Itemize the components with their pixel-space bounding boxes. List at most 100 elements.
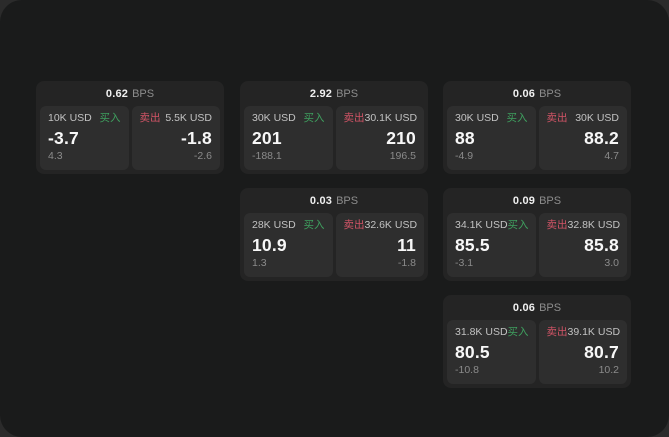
buy-top-row: 10K USD 买入	[48, 112, 121, 125]
buy-side-label: 买入	[507, 326, 529, 338]
buy-notional-label: 30K USD	[252, 112, 296, 124]
bps-header: 0.06 BPS	[443, 295, 631, 320]
sell-delta-value: 196.5	[389, 150, 416, 162]
buy-delta-value: 1.3	[252, 257, 267, 269]
buy-panel[interactable]: 30K USD 买入 201 -188.1	[244, 106, 333, 170]
bps-value: 0.06	[512, 87, 536, 100]
sell-panel[interactable]: 卖出 32.6K USD 11 -1.8	[335, 213, 424, 277]
sell-price-value: 80.7	[584, 342, 619, 362]
buy-top-row: 30K USD 买入	[252, 112, 325, 125]
sell-price-value: -1.8	[181, 128, 212, 148]
sell-delta-value: 3.0	[604, 257, 619, 269]
bps-value: 0.03	[309, 194, 333, 207]
bps-header: 0.62 BPS	[36, 81, 224, 106]
buy-top-row: 28K USD 买入	[252, 219, 325, 232]
sell-top-row: 卖出 39.1K USD	[546, 326, 621, 339]
buy-price-value: 201	[252, 128, 282, 148]
sell-panel[interactable]: 卖出 30.1K USD 210 196.5	[335, 106, 424, 170]
bps-unit-label: BPS	[336, 194, 359, 207]
buy-delta-value: -3.1	[455, 257, 474, 269]
buy-notional-label: 30K USD	[455, 112, 499, 124]
sell-price-value: 88.2	[584, 128, 619, 148]
sell-side-label: 卖出	[139, 112, 161, 124]
sell-side-label: 卖出	[546, 112, 568, 124]
buy-side-label: 买入	[99, 112, 121, 124]
sell-panel[interactable]: 卖出 5.5K USD -1.8 -2.6	[131, 106, 220, 170]
quote-card: 2.92 BPS 30K USD 买入 201 -188.1 卖出 30.1K …	[240, 81, 428, 174]
buy-panel[interactable]: 31.8K USD 买入 80.5 -10.8	[447, 320, 536, 384]
sell-panel[interactable]: 卖出 32.8K USD 85.8 3.0	[538, 213, 627, 277]
bps-unit-label: BPS	[539, 194, 562, 207]
quote-panels: 30K USD 买入 201 -188.1 卖出 30.1K USD 210 1…	[240, 106, 428, 170]
sell-delta-value: -2.6	[193, 150, 212, 162]
sell-notional-label: 30.1K USD	[364, 112, 418, 124]
bps-unit-label: BPS	[539, 301, 562, 314]
quote-card: 0.09 BPS 34.1K USD 买入 85.5 -3.1 卖出 32.8K…	[443, 188, 631, 281]
buy-notional-label: 34.1K USD	[455, 219, 508, 231]
sell-top-row: 卖出 32.8K USD	[546, 219, 621, 232]
buy-notional-label: 31.8K USD	[455, 326, 508, 338]
quote-panels: 30K USD 买入 88 -4.9 卖出 30K USD 88.2 4.7	[443, 106, 631, 170]
buy-side-label: 买入	[507, 219, 529, 231]
buy-top-row: 30K USD 买入	[455, 112, 528, 125]
buy-panel[interactable]: 34.1K USD 买入 85.5 -3.1	[447, 213, 536, 277]
buy-panel[interactable]: 10K USD 买入 -3.7 4.3	[40, 106, 129, 170]
bps-unit-label: BPS	[539, 87, 562, 100]
quote-panels: 31.8K USD 买入 80.5 -10.8 卖出 39.1K USD 80.…	[443, 320, 631, 384]
buy-delta-value: -188.1	[252, 150, 282, 162]
buy-top-row: 34.1K USD 买入	[455, 219, 529, 232]
bps-header: 0.03 BPS	[240, 188, 428, 213]
buy-price-value: 88	[455, 128, 475, 148]
sell-top-row: 卖出 30.1K USD	[343, 112, 418, 125]
bps-unit-label: BPS	[336, 87, 359, 100]
sell-price-value: 210	[386, 128, 416, 148]
buy-side-label: 买入	[303, 219, 325, 231]
sell-price-value: 85.8	[584, 235, 619, 255]
buy-price-value: 10.9	[252, 235, 287, 255]
buy-side-label: 买入	[303, 112, 325, 124]
buy-notional-label: 28K USD	[252, 219, 296, 231]
bps-value: 0.09	[512, 194, 536, 207]
sell-top-row: 卖出 30K USD	[547, 112, 620, 125]
sell-notional-label: 30K USD	[575, 112, 619, 124]
quote-panels: 10K USD 买入 -3.7 4.3 卖出 5.5K USD -1.8 -2.…	[36, 106, 224, 170]
bps-header: 0.09 BPS	[443, 188, 631, 213]
sell-notional-label: 32.8K USD	[567, 219, 621, 231]
sell-panel[interactable]: 卖出 30K USD 88.2 4.7	[538, 106, 627, 170]
bps-header: 0.06 BPS	[443, 81, 631, 106]
sell-side-label: 卖出	[343, 112, 365, 124]
buy-panel[interactable]: 30K USD 买入 88 -4.9	[447, 106, 536, 170]
quote-card: 0.62 BPS 10K USD 买入 -3.7 4.3 卖出 5.5K USD	[36, 81, 224, 174]
sell-top-row: 卖出 5.5K USD	[140, 112, 213, 125]
buy-price-value: -3.7	[48, 128, 79, 148]
buy-side-label: 买入	[506, 112, 528, 124]
bps-header: 2.92 BPS	[240, 81, 428, 106]
buy-top-row: 31.8K USD 买入	[455, 326, 529, 339]
buy-price-value: 80.5	[455, 342, 490, 362]
sell-delta-value: -1.8	[397, 257, 416, 269]
bps-unit-label: BPS	[132, 87, 155, 100]
sell-panel[interactable]: 卖出 39.1K USD 80.7 10.2	[538, 320, 627, 384]
buy-delta-value: -4.9	[455, 150, 474, 162]
sell-side-label: 卖出	[546, 326, 568, 338]
sell-side-label: 卖出	[546, 219, 568, 231]
sell-delta-value: 10.2	[598, 364, 619, 376]
buy-panel[interactable]: 28K USD 买入 10.9 1.3	[244, 213, 333, 277]
buy-notional-label: 10K USD	[48, 112, 92, 124]
bps-value: 2.92	[309, 87, 333, 100]
buy-price-value: 85.5	[455, 235, 490, 255]
bps-value: 0.62	[105, 87, 129, 100]
sell-notional-label: 32.6K USD	[364, 219, 418, 231]
quote-card: 0.06 BPS 31.8K USD 买入 80.5 -10.8 卖出 39.1…	[443, 295, 631, 388]
buy-delta-value: 4.3	[48, 150, 63, 162]
quote-card: 0.03 BPS 28K USD 买入 10.9 1.3 卖出 32.6K US…	[240, 188, 428, 281]
sell-top-row: 卖出 32.6K USD	[343, 219, 418, 232]
quote-card: 0.06 BPS 30K USD 买入 88 -4.9 卖出 30K USD	[443, 81, 631, 174]
sell-side-label: 卖出	[343, 219, 365, 231]
sell-notional-label: 5.5K USD	[165, 112, 212, 124]
sell-delta-value: 4.7	[604, 150, 619, 162]
buy-delta-value: -10.8	[455, 364, 479, 376]
sell-price-value: 11	[397, 235, 416, 255]
